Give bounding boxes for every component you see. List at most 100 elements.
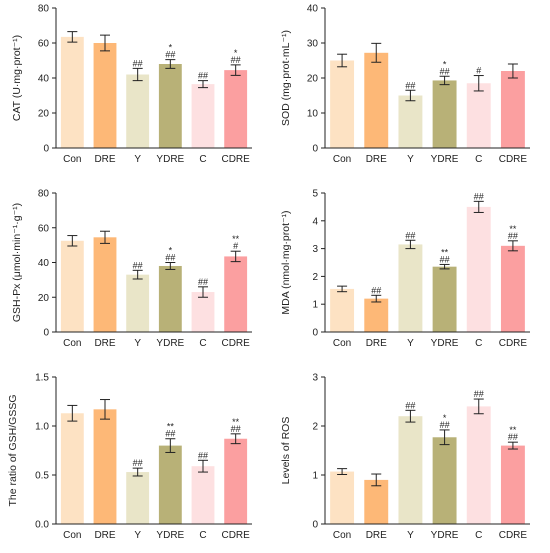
x-tick-label: Con	[63, 338, 81, 349]
significance-mark: ##	[133, 458, 143, 468]
y-axis-label: SOD (mg·prot·mL⁻¹)	[280, 30, 292, 126]
bar-y	[126, 472, 150, 524]
bar-ydre	[432, 266, 457, 332]
bar-cdre	[224, 438, 248, 524]
y-tick-label: 0	[312, 144, 318, 155]
chart-panel-3: Con DRE##Y##*YDRE##C#**CDRE020406080GSH-P…	[11, 189, 252, 349]
bar-cdre	[500, 71, 525, 148]
significance-mark: ##	[165, 253, 175, 263]
bar-y	[398, 416, 423, 524]
x-tick-label: DRE	[94, 154, 115, 165]
y-tick-label: 20	[38, 293, 50, 304]
significance-mark: ##	[133, 58, 143, 68]
significance-mark: **	[509, 224, 517, 234]
y-tick-label: 40	[38, 74, 50, 85]
y-tick-label: 40	[38, 258, 50, 269]
y-tick-label: 1.0	[35, 422, 49, 433]
y-tick-label: 60	[38, 39, 50, 50]
significance-mark: ##	[231, 424, 241, 434]
bar-c	[191, 84, 215, 148]
significance-mark: #	[476, 66, 481, 76]
x-tick-label: CDRE	[499, 530, 528, 541]
x-tick-label: YDRE	[156, 338, 184, 349]
bar-cdre	[500, 445, 525, 524]
y-tick-label: 60	[38, 223, 50, 234]
x-tick-label: DRE	[94, 338, 115, 349]
bar-dre	[364, 298, 389, 332]
x-tick-label: YDRE	[431, 154, 459, 165]
significance-mark: ##	[231, 55, 241, 65]
x-tick-label: Y	[134, 338, 141, 349]
significance-mark: ##	[508, 432, 518, 442]
y-axis-label: The ratio of GSH/GSSG	[7, 394, 19, 506]
significance-mark: ##	[440, 420, 450, 430]
significance-mark: *	[234, 48, 238, 58]
significance-mark: ##	[165, 50, 175, 60]
bar-con	[330, 471, 355, 524]
x-tick-label: Con	[333, 154, 351, 165]
x-tick-label: C	[475, 154, 482, 165]
y-tick-label: 0	[312, 328, 318, 339]
y-axis-label: Levels of ROS	[280, 417, 292, 485]
bar-ydre	[158, 445, 182, 524]
y-tick-label: 4	[312, 216, 318, 227]
x-tick-label: Y	[407, 530, 414, 541]
significance-mark: ##	[405, 400, 415, 410]
x-tick-label: C	[199, 154, 206, 165]
x-tick-label: YDRE	[156, 530, 184, 541]
y-tick-label: 40	[307, 4, 319, 15]
y-tick-label: 10	[307, 109, 319, 120]
significance-mark: ##	[440, 254, 450, 264]
y-tick-label: 3	[312, 244, 318, 255]
bar-y	[398, 244, 423, 332]
significance-mark: *	[169, 43, 173, 53]
significance-mark: **	[441, 247, 449, 257]
bar-dre	[93, 237, 117, 332]
y-tick-label: 3	[312, 373, 318, 384]
bar-dre	[93, 43, 117, 148]
x-tick-label: C	[475, 530, 482, 541]
x-tick-label: CDRE	[221, 338, 250, 349]
x-tick-label: C	[475, 338, 482, 349]
significance-mark: ##	[508, 231, 518, 241]
x-tick-label: YDRE	[431, 530, 459, 541]
x-tick-label: YDRE	[431, 338, 459, 349]
significance-mark: ##	[133, 260, 143, 270]
bar-con	[60, 36, 84, 148]
significance-mark: ##	[405, 80, 415, 90]
x-tick-label: CDRE	[221, 154, 250, 165]
significance-mark: *	[443, 59, 447, 69]
bar-ydre	[158, 265, 182, 332]
significance-mark: ##	[198, 71, 208, 81]
bar-c	[466, 206, 491, 332]
significance-mark: **	[232, 417, 240, 427]
chart-panel-5: Con DRE##Y##**YDRE##C##**CDRE0.00.51.01.5…	[7, 373, 252, 541]
bar-y	[398, 95, 423, 148]
chart-panel-4: Con##DRE##Y##**YDRE##C##**CDRE012345MDA …	[280, 189, 530, 349]
significance-mark: *	[443, 413, 447, 423]
y-axis-label: MDA (nmol·mg·prot⁻¹)	[280, 210, 292, 314]
y-tick-label: 0	[43, 144, 49, 155]
y-tick-label: 1.5	[35, 373, 49, 384]
significance-mark: #	[233, 241, 238, 251]
bar-con	[60, 240, 84, 332]
y-tick-label: 20	[307, 74, 319, 85]
bar-cdre	[500, 245, 525, 332]
y-tick-label: 0.0	[35, 520, 49, 531]
x-tick-label: DRE	[94, 530, 115, 541]
significance-mark: ##	[474, 389, 484, 399]
y-tick-label: 30	[307, 39, 319, 50]
bar-c	[466, 83, 491, 148]
bar-dre	[364, 479, 389, 524]
y-tick-label: 1	[312, 300, 318, 311]
y-tick-label: 20	[38, 109, 50, 120]
significance-mark: ##	[474, 191, 484, 201]
y-tick-label: 80	[38, 4, 50, 15]
significance-mark: ##	[198, 450, 208, 460]
x-tick-label: CDRE	[499, 338, 528, 349]
y-axis-label: GSH-Px (μmol·min⁻¹·g⁻¹)	[11, 203, 23, 322]
y-tick-label: 5	[312, 189, 318, 200]
